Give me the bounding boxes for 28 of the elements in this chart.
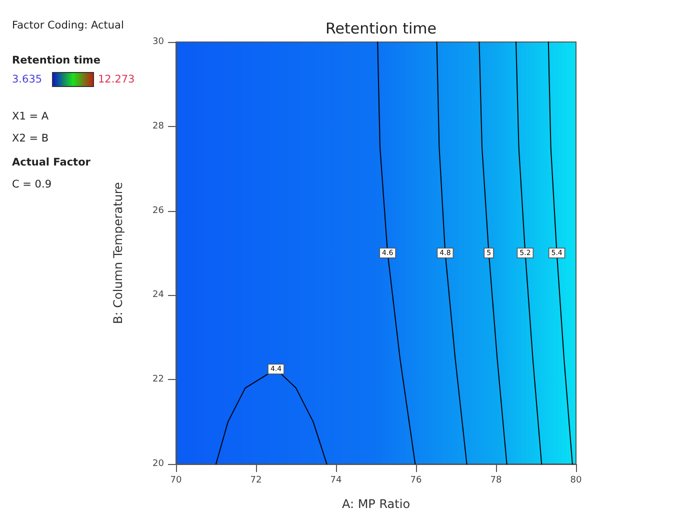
text: 3.635 bbox=[12, 74, 42, 86]
y-tick-label: 20 bbox=[152, 459, 164, 469]
text: Actual Factor bbox=[12, 156, 92, 168]
line-series bbox=[548, 42, 573, 464]
line-series bbox=[436, 42, 468, 464]
chart-title: Retention time bbox=[326, 20, 436, 38]
x-tick-label: 80 bbox=[570, 476, 582, 486]
y-tick-label: 30 bbox=[152, 37, 164, 47]
text: Factor Coding: Actual bbox=[12, 20, 124, 32]
text: X2 = B bbox=[12, 132, 49, 144]
y-tick-label: 22 bbox=[152, 374, 164, 385]
x-tick-label: 70 bbox=[170, 476, 182, 486]
text: 12.273 bbox=[98, 74, 135, 86]
line-series bbox=[478, 42, 508, 464]
y-tick-label: 24 bbox=[152, 290, 164, 300]
y-tick-label: 28 bbox=[152, 121, 164, 132]
line-series bbox=[516, 42, 542, 464]
text: X1 = A bbox=[12, 110, 50, 122]
x-tick-label: 72 bbox=[250, 476, 262, 486]
x-tick-label: 76 bbox=[410, 476, 422, 486]
x-tick-label: 74 bbox=[330, 476, 342, 486]
x-tick-label: 78 bbox=[490, 476, 502, 486]
line-series bbox=[377, 42, 416, 464]
text: C = 0.9 bbox=[12, 178, 52, 190]
y-tick-label: 26 bbox=[152, 206, 164, 216]
x-axis-title: A: MP Ratio bbox=[342, 497, 410, 511]
text: Retention time bbox=[12, 54, 100, 66]
y-axis-title: B: Column Temperature bbox=[111, 182, 125, 324]
